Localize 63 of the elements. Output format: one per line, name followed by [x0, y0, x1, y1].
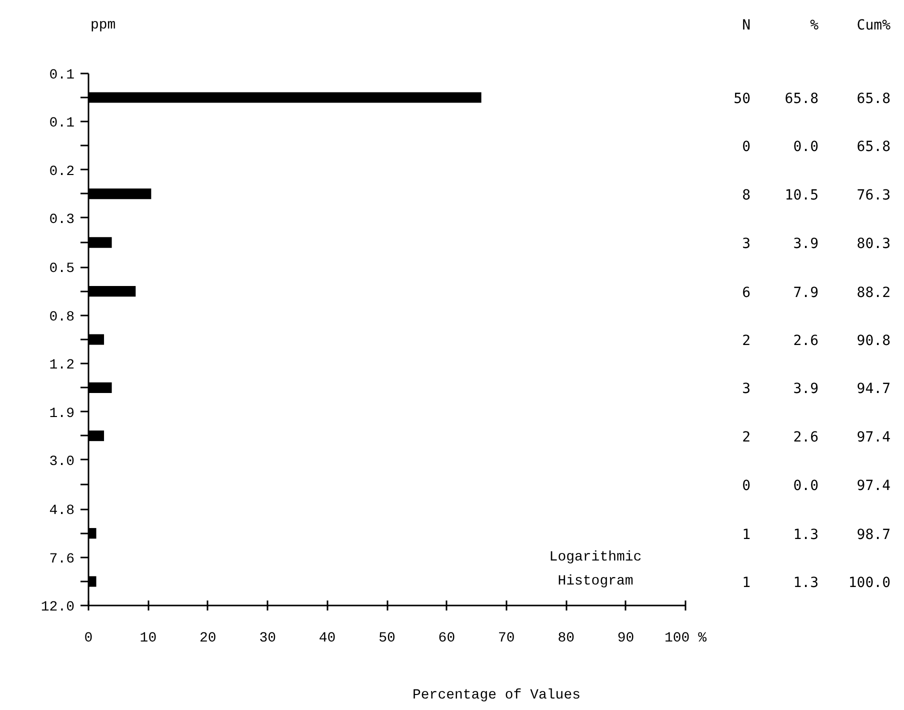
text: 7.9	[793, 284, 819, 301]
y-tick-label: 7.6	[49, 551, 75, 568]
text: 3.9	[793, 236, 819, 252]
y-axis-title: ppm	[90, 17, 116, 34]
text: 6	[742, 284, 751, 301]
x-tick-label: 80	[558, 630, 575, 646]
text: 90.8	[856, 333, 891, 349]
annotation: Logarithmic	[549, 549, 642, 566]
x-tick-label: 30	[259, 630, 276, 646]
text: N	[742, 17, 751, 34]
text: 0.0	[793, 139, 819, 156]
text: 1	[742, 575, 751, 591]
text: 65.8	[856, 139, 891, 156]
text: 10.5	[784, 187, 819, 204]
text: 88.2	[856, 284, 891, 301]
text: %	[810, 17, 820, 34]
y-tick-label: 12.0	[40, 600, 75, 616]
text: 0	[742, 478, 751, 494]
y-tick-label: 0.5	[49, 261, 75, 278]
x-tick-label: 60	[438, 630, 456, 646]
x-tick-label: 50	[378, 630, 396, 646]
text: 2.6	[793, 429, 819, 446]
text: 76.3	[856, 187, 891, 204]
text: 65.8	[784, 91, 819, 107]
text: 2	[742, 333, 751, 349]
text: 97.4	[856, 429, 891, 446]
text: 2.6	[793, 333, 819, 349]
text: 3.9	[793, 381, 819, 398]
y-tick-label: 0.1	[49, 68, 75, 84]
text: 100.0	[848, 575, 891, 591]
y-tick-label: 0.3	[49, 212, 75, 228]
text: 3	[742, 381, 751, 398]
text: 50	[734, 91, 750, 107]
text: 0	[742, 139, 751, 156]
text: 3	[742, 236, 751, 252]
x-tick-label: 10	[140, 630, 157, 646]
text: 0.0	[793, 478, 819, 494]
text: 98.7	[856, 526, 891, 543]
text: 1	[742, 526, 751, 543]
y-tick-label: 0.8	[49, 310, 75, 326]
y-tick-label: 3.0	[49, 454, 75, 470]
text: 1.3	[793, 526, 819, 543]
x-tick-label: 90	[617, 630, 634, 646]
y-tick-label: 1.2	[49, 358, 75, 374]
text: 97.4	[856, 478, 891, 494]
text: 65.8	[856, 91, 891, 107]
annotation: Histogram	[558, 574, 634, 590]
y-tick-label: 1.9	[49, 406, 75, 422]
text: 80.3	[856, 236, 891, 252]
x-tick-label: 40	[318, 630, 336, 646]
y-tick-label: 4.8	[49, 503, 75, 520]
text: Cum%	[856, 17, 892, 34]
x-tick-label: 20	[200, 630, 216, 646]
x-tick-label: 100 %	[664, 630, 708, 646]
text: 1.3	[793, 575, 819, 591]
x-tick-label: 70	[498, 630, 515, 646]
y-tick-label: 0.2	[49, 164, 75, 180]
x-tick-label: 0	[84, 630, 93, 646]
text: 94.7	[856, 381, 891, 398]
text: 2	[742, 429, 751, 446]
y-tick-label: 0.1	[49, 116, 75, 132]
text: 8	[742, 187, 751, 204]
x-axis-title: Percentage of Values	[412, 688, 581, 704]
